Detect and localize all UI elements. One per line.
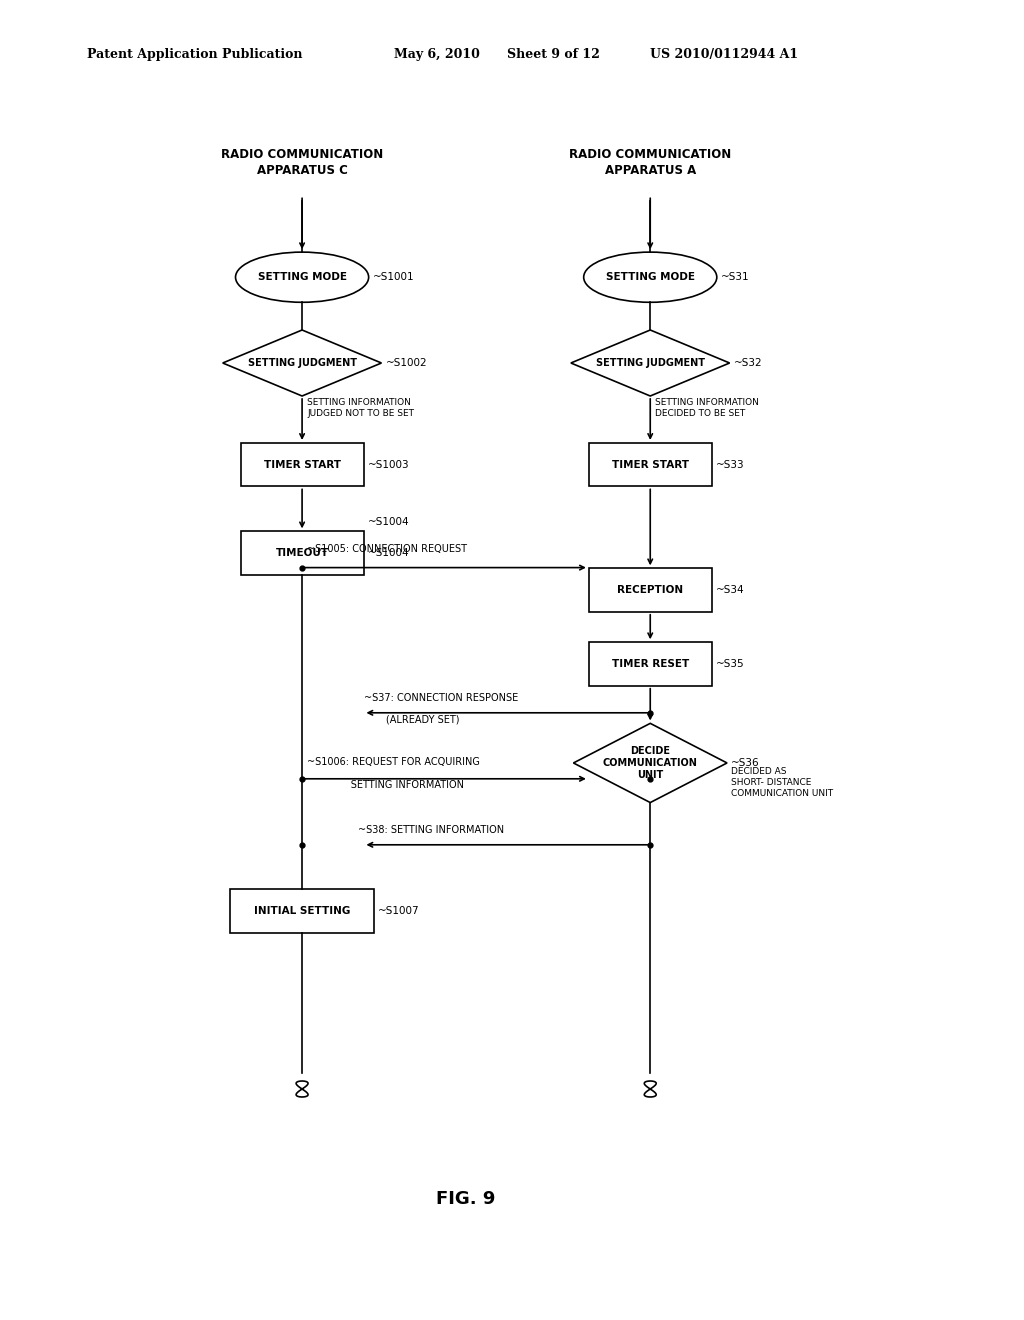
Text: US 2010/0112944 A1: US 2010/0112944 A1 <box>650 48 799 61</box>
Text: TIMEOUT: TIMEOUT <box>275 548 329 558</box>
Text: DECIDED AS
SHORT- DISTANCE
COMMUNICATION UNIT: DECIDED AS SHORT- DISTANCE COMMUNICATION… <box>731 767 834 799</box>
Text: SETTING INFORMATION: SETTING INFORMATION <box>307 780 464 789</box>
Text: RECEPTION: RECEPTION <box>617 585 683 595</box>
Text: ~S1003: ~S1003 <box>368 459 410 470</box>
Text: ~S32: ~S32 <box>733 358 762 368</box>
Text: Sheet 9 of 12: Sheet 9 of 12 <box>507 48 600 61</box>
Text: ~S31: ~S31 <box>721 272 750 282</box>
Text: SETTING INFORMATION
JUDGED NOT TO BE SET: SETTING INFORMATION JUDGED NOT TO BE SET <box>307 399 414 418</box>
Text: ~S1007: ~S1007 <box>378 906 420 916</box>
Text: TIMER START: TIMER START <box>263 459 341 470</box>
Text: May 6, 2010: May 6, 2010 <box>394 48 480 61</box>
Text: SETTING JUDGMENT: SETTING JUDGMENT <box>248 358 356 368</box>
Text: FIG. 9: FIG. 9 <box>436 1189 496 1208</box>
Text: (ALREADY SET): (ALREADY SET) <box>364 715 459 725</box>
Text: ~S33: ~S33 <box>716 459 744 470</box>
Text: SETTING JUDGMENT: SETTING JUDGMENT <box>596 358 705 368</box>
Text: Patent Application Publication: Patent Application Publication <box>87 48 302 61</box>
Text: ~S1006: REQUEST FOR ACQUIRING: ~S1006: REQUEST FOR ACQUIRING <box>307 756 480 767</box>
Text: SETTING MODE: SETTING MODE <box>258 272 346 282</box>
Text: DECIDE
COMMUNICATION
UNIT: DECIDE COMMUNICATION UNIT <box>603 746 697 780</box>
Text: ~S1001: ~S1001 <box>373 272 415 282</box>
Text: ~S1004: ~S1004 <box>368 517 410 528</box>
Text: ~S1005: CONNECTION REQUEST: ~S1005: CONNECTION REQUEST <box>307 544 467 553</box>
Text: SETTING MODE: SETTING MODE <box>606 272 694 282</box>
Text: ~S36: ~S36 <box>731 758 760 768</box>
Text: ~S1004: ~S1004 <box>368 548 410 558</box>
Text: ~S38: SETTING INFORMATION: ~S38: SETTING INFORMATION <box>358 825 505 834</box>
Text: ~S37: CONNECTION RESPONSE: ~S37: CONNECTION RESPONSE <box>364 693 518 702</box>
Text: TIMER START: TIMER START <box>611 459 689 470</box>
Text: RADIO COMMUNICATION
APPARATUS C: RADIO COMMUNICATION APPARATUS C <box>221 148 383 177</box>
Text: ~S34: ~S34 <box>716 585 744 595</box>
Text: ~S35: ~S35 <box>716 659 744 669</box>
Text: RADIO COMMUNICATION
APPARATUS A: RADIO COMMUNICATION APPARATUS A <box>569 148 731 177</box>
Text: SETTING INFORMATION
DECIDED TO BE SET: SETTING INFORMATION DECIDED TO BE SET <box>655 399 759 418</box>
Text: TIMER RESET: TIMER RESET <box>611 659 689 669</box>
Text: ~S1002: ~S1002 <box>385 358 427 368</box>
Text: INITIAL SETTING: INITIAL SETTING <box>254 906 350 916</box>
